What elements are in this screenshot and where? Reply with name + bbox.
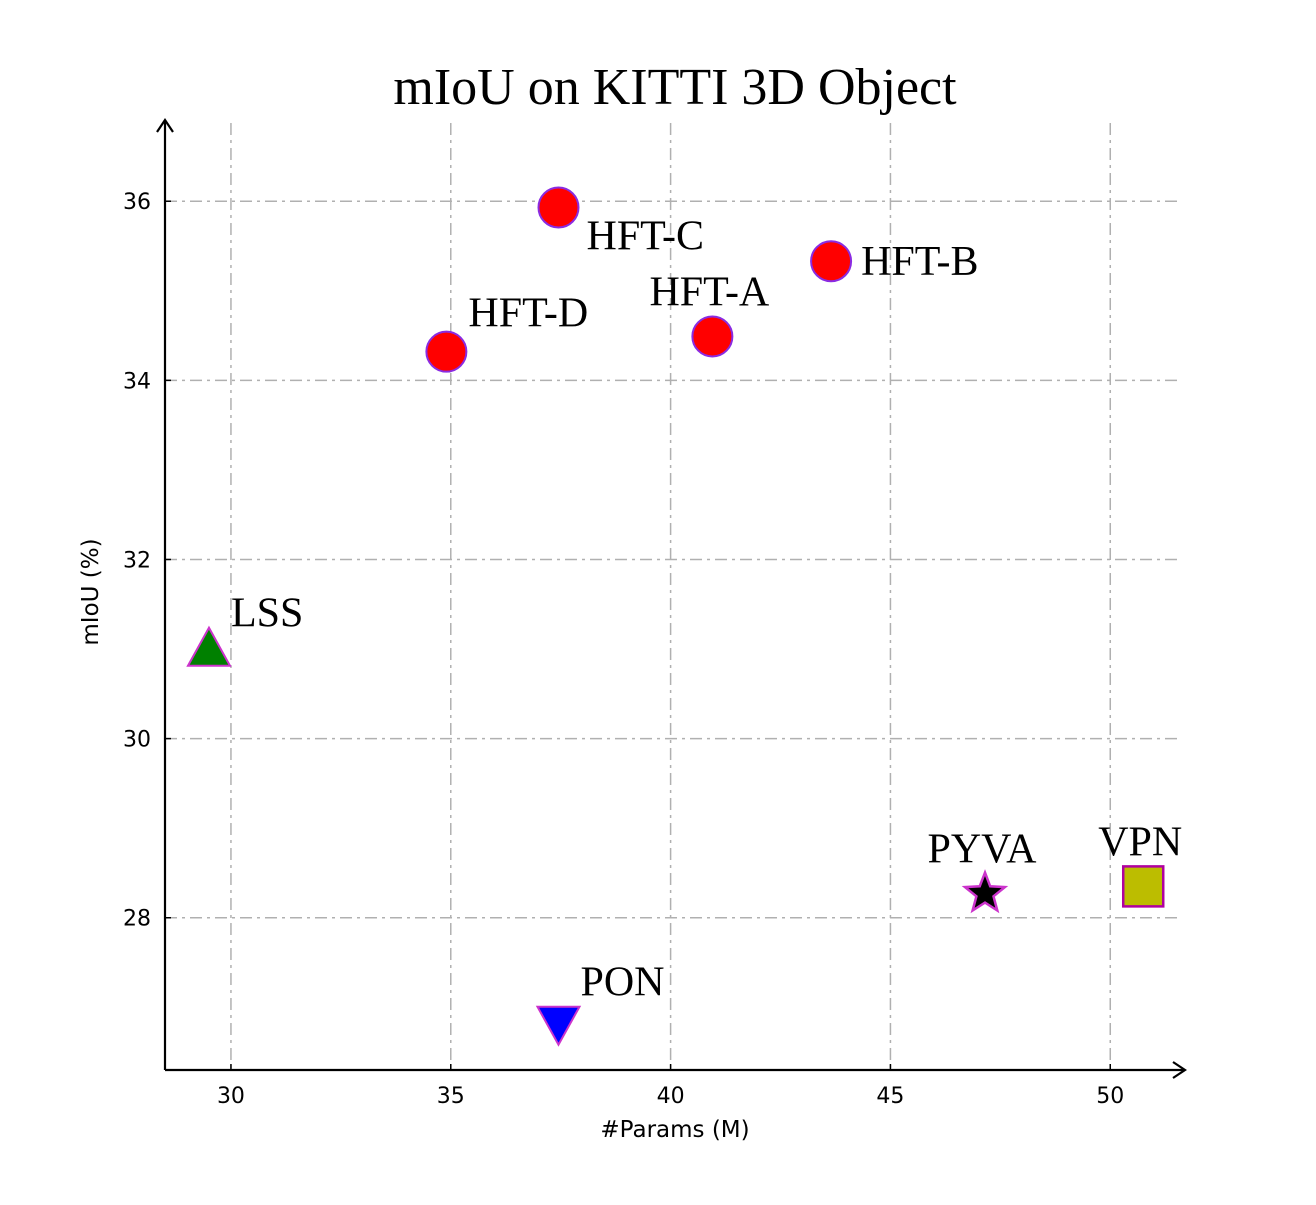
- point-hft-d: [425, 330, 468, 373]
- chart-title: mIoU on KITTI 3D Object: [393, 59, 957, 116]
- y-tick-label: 30: [123, 728, 151, 753]
- point-hft-a: [691, 315, 734, 358]
- tick-labels: 30 35 40 45 50 28 30 32 34 36: [123, 190, 1124, 1109]
- x-axis-title: #Params (M): [600, 1117, 749, 1143]
- x-tick-label: 50: [1096, 1084, 1124, 1109]
- point-hft-c: [537, 186, 580, 229]
- label-hft-d: HFT-D: [468, 291, 588, 337]
- label-lss: LSS: [231, 591, 303, 637]
- axes: [156, 118, 1187, 1079]
- label-pyva: PYVA: [927, 827, 1037, 873]
- point-lss: [186, 625, 232, 667]
- y-tick-label: 28: [123, 907, 151, 932]
- x-tick-label: 40: [657, 1084, 685, 1109]
- label-hft-a: HFT-A: [649, 269, 769, 315]
- y-tick-label: 36: [123, 190, 151, 215]
- point-pyva: [961, 869, 1009, 914]
- grid-layer: [165, 123, 1182, 1070]
- x-axis-arrow: [1172, 1061, 1187, 1079]
- y-tick-label: 34: [123, 369, 151, 394]
- x-tick-label: 30: [217, 1084, 245, 1109]
- x-tick-label: 35: [437, 1084, 465, 1109]
- y-tick-label: 32: [123, 548, 151, 573]
- label-hft-c: HFT-C: [586, 213, 704, 259]
- y-axis-title: mIoU (%): [78, 538, 104, 645]
- x-tick-label: 45: [876, 1084, 904, 1109]
- label-hft-b: HFT-B: [861, 239, 979, 285]
- point-hft-b: [810, 240, 853, 283]
- y-axis-arrow: [156, 118, 174, 133]
- point-pon: [535, 1005, 582, 1047]
- point-labels: HFT-C HFT-B HFT-A HFT-D LSS PON PYVA VPN: [231, 213, 1182, 1005]
- point-vpn: [1121, 865, 1165, 908]
- label-vpn: VPN: [1098, 819, 1182, 865]
- data-points: [186, 186, 1165, 1047]
- label-pon: PON: [580, 960, 664, 1006]
